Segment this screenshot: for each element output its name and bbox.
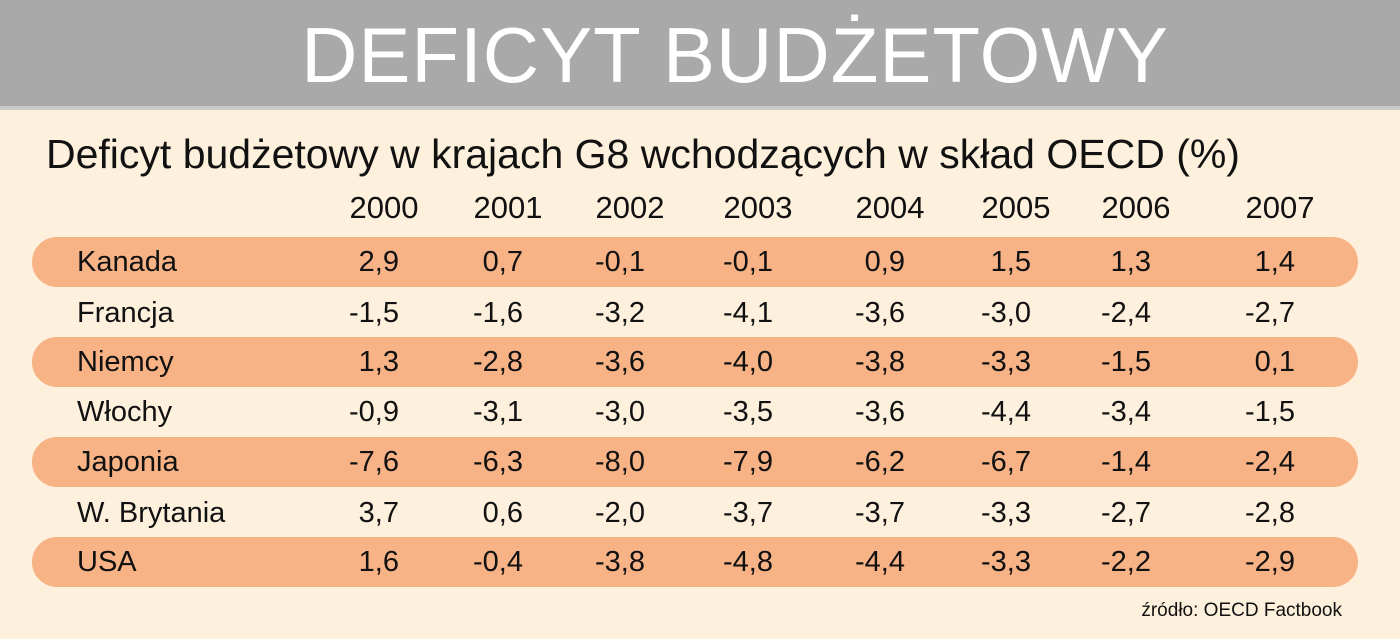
table-cell: -2,2 (1101, 546, 1151, 578)
table-cell: -3,0 (981, 297, 1031, 329)
title-banner: DEFICYT BUDŻETOWY (0, 0, 1400, 110)
table-cell: -7,6 (349, 446, 399, 478)
table-cell: -4,4 (855, 546, 905, 578)
table-subtitle: Deficyt budżetowy w krajach G8 wchodzący… (46, 131, 1240, 177)
year-header: 2002 (595, 190, 665, 225)
table-cell: 0,9 (864, 246, 905, 278)
table-cell: -2,8 (1245, 497, 1295, 529)
table-cell: 1,3 (1110, 246, 1151, 278)
table-cell: -4,4 (981, 396, 1031, 428)
table-cell: -6,3 (473, 446, 523, 478)
table-cell: -6,7 (981, 446, 1031, 478)
table-cell: -0,4 (473, 546, 523, 578)
country-label: USA (77, 546, 137, 578)
table-cell: -3,1 (473, 396, 523, 428)
table-cell: -2,7 (1101, 497, 1151, 529)
country-label: Japonia (77, 446, 179, 478)
year-header: 2006 (1101, 190, 1171, 225)
table-cell: 1,6 (358, 546, 399, 578)
table-cell: -3,6 (855, 297, 905, 329)
table-cell: -2,0 (595, 497, 645, 529)
table-cell: -3,8 (855, 346, 905, 378)
table-cell: -2,7 (1245, 297, 1295, 329)
table-cell: 0,1 (1254, 346, 1295, 378)
table-cell: -3,3 (981, 546, 1031, 578)
table-cell: -2,4 (1245, 446, 1295, 478)
table-cell: -7,9 (723, 446, 773, 478)
table-row: USA 1,6 -0,4 -3,8 -4,8 -4,4 -3,3 -2,2 -2,9 (0, 537, 1400, 587)
table-row: Włochy -0,9 -3,1 -3,0 -3,5 -3,6 -4,4 -3,4 -1,5 (0, 387, 1400, 437)
table-cell: -3,4 (1101, 396, 1151, 428)
source-note: źródło: OECD Factbook (1141, 600, 1342, 621)
table-cell: 3,7 (358, 497, 399, 529)
table-cell: -2,4 (1101, 297, 1151, 329)
table-cell: 1,3 (358, 346, 399, 378)
table-cell: -0,9 (349, 396, 399, 428)
table-cell: -1,4 (1101, 446, 1151, 478)
table-row: W. Brytania 3,7 0,6 -2,0 -3,7 -3,7 -3,3 -2,7 -2,… (0, 488, 1400, 538)
table-cell: -1,5 (1245, 396, 1295, 428)
table-row: Kanada 2,9 0,7 -0,1 -0,1 0,9 1,5 1,3 1,4 (0, 237, 1400, 287)
table-cell: -1,5 (349, 297, 399, 329)
table-cell: -3,7 (723, 497, 773, 529)
row-highlight-band (32, 537, 1358, 587)
year-header: 2005 (981, 190, 1051, 225)
table-row: Niemcy 1,3 -2,8 -3,6 -4,0 -3,8 -3,3 -1,5 0,1 (0, 337, 1400, 387)
table-cell: -3,7 (855, 497, 905, 529)
table-cell: -1,6 (473, 297, 523, 329)
table-cell: -0,1 (595, 246, 645, 278)
table-cell: -8,0 (595, 446, 645, 478)
table-cell: -3,2 (595, 297, 645, 329)
table-cell: -4,0 (723, 346, 773, 378)
table-cell: -3,5 (723, 396, 773, 428)
table-cell: -4,8 (723, 546, 773, 578)
table-cell: -4,1 (723, 297, 773, 329)
country-label: W. Brytania (77, 497, 226, 529)
country-label: Francja (77, 297, 174, 329)
table-cell: -0,1 (723, 246, 773, 278)
year-header: 2001 (473, 190, 543, 225)
country-label: Włochy (77, 396, 173, 428)
page-title: DEFICYT BUDŻETOWY (301, 11, 1169, 99)
year-header: 2000 (349, 190, 419, 225)
table-cell: -2,9 (1245, 546, 1295, 578)
table-cell: -3,3 (981, 497, 1031, 529)
table-cell: 0,6 (482, 497, 523, 529)
table-cell: -2,8 (473, 346, 523, 378)
row-highlight-band (32, 237, 1358, 287)
table-cell: -3,3 (981, 346, 1031, 378)
table-cell: -3,8 (595, 546, 645, 578)
table-cell: -3,0 (595, 396, 645, 428)
table-row: Francja -1,5 -1,6 -3,2 -4,1 -3,6 -3,0 -2,4 -2,7 (0, 288, 1400, 338)
table-cell: 1,5 (990, 246, 1031, 278)
row-highlight-band (32, 437, 1358, 487)
table-cell: -6,2 (855, 446, 905, 478)
year-header: 2003 (723, 190, 793, 225)
country-label: Niemcy (77, 346, 174, 378)
table-cell: 2,9 (358, 246, 399, 278)
year-header: 2007 (1245, 190, 1315, 225)
table-cell: 1,4 (1254, 246, 1295, 278)
country-label: Kanada (77, 246, 177, 278)
row-highlight-band (32, 337, 1358, 387)
table-cell: -3,6 (855, 396, 905, 428)
year-header: 2004 (855, 190, 925, 225)
table-cell: -3,6 (595, 346, 645, 378)
table-cell: 0,7 (482, 246, 523, 278)
table-row: Japonia -7,6 -6,3 -8,0 -7,9 -6,2 -6,7 -1,4 -2,4 (0, 437, 1400, 487)
table-cell: -1,5 (1101, 346, 1151, 378)
